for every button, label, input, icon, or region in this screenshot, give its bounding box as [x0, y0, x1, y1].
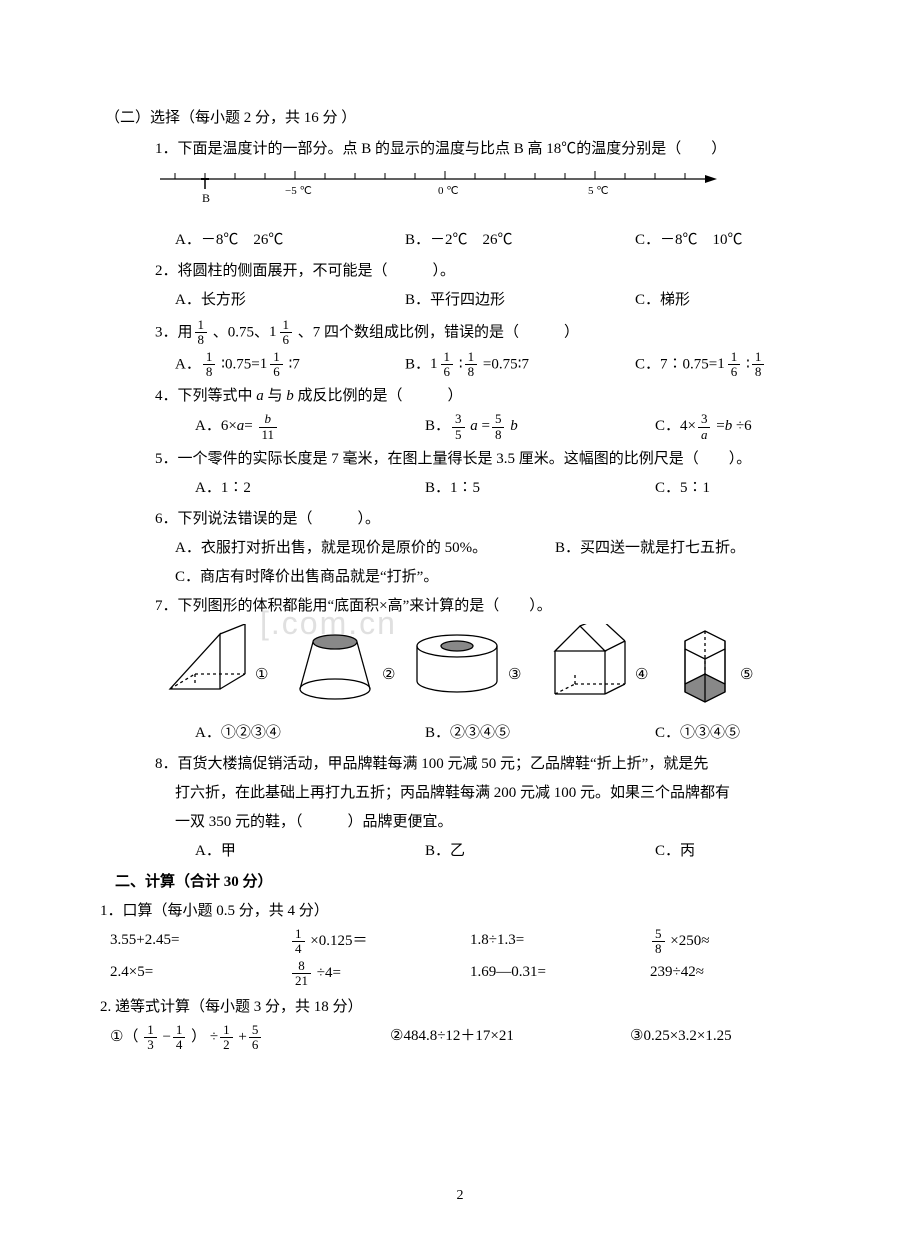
calc-r1c4: 58 ×250≈ — [650, 927, 830, 957]
calc-r2c3: 1.69—0.31= — [470, 959, 650, 989]
calc-p2-title: 2. 递等式计算（每小题 3 分，共 18 分） — [100, 994, 825, 1021]
q1-choices: A．－8℃ 26℃ B．－2℃ 26℃ C．－8℃ 10℃ — [100, 227, 825, 254]
calc-row1: 3.55+2.45= 14 ×0.125＝ 1.8÷1.3= 58 ×250≈ — [100, 927, 825, 957]
q3-mid1: 、0.75、 — [209, 324, 269, 340]
q2-stem: 2．将圆柱的侧面展开，不可能是（ ）。 — [100, 258, 825, 285]
q3-A: A．18 ∶0.75=116 ∶7 — [175, 350, 405, 380]
q8-line2: 打六折，在此基础上再打九五折；丙品牌鞋每满 200 元减 100 元。如果三个品… — [100, 780, 825, 807]
q7-stem: 7．下列图形的体积都能用“底面积×高”来计算的是（ ）。 — [100, 593, 825, 620]
q7-B: B．②③④⑤ — [425, 720, 655, 747]
q2-B: B．平行四边形 — [405, 287, 635, 314]
q4-stem: 4．下列等式中 a 与 b 成反比例的是（ ） — [100, 383, 825, 410]
calc-row2: 2.4×5= 821 ÷4= 1.69—0.31= 239÷42≈ — [100, 959, 825, 989]
q3-f2: 116 — [269, 318, 294, 348]
q1-stem: 1．下面是温度计的一部分。点 B 的显示的温度与比点 B 高 18℃的温度分别是… — [100, 136, 825, 163]
q1-A: A．－8℃ 26℃ — [175, 227, 405, 254]
section2-title: （二）选择（每小题 2 分，共 16 分 ） — [100, 105, 825, 132]
calc-title: 二、计算（合计 30 分） — [100, 869, 825, 896]
q8-C: C．丙 — [655, 838, 825, 865]
svg-text:②: ② — [382, 667, 395, 683]
svg-text:④: ④ — [635, 667, 648, 683]
q1-numberline: −5 ℃ 0 ℃ 5 ℃ B — [160, 169, 825, 221]
q4-C: C．4×3a =b ÷6 — [655, 412, 825, 442]
svg-text:−5 ℃: −5 ℃ — [285, 185, 312, 197]
q3-C: C．7∶0.75=116 ∶18 — [635, 350, 825, 380]
page-number: 2 — [457, 1183, 464, 1208]
q5-choices: A．1∶2 B．1∶5 C．5∶1 — [100, 475, 825, 502]
q2-A: A．长方形 — [175, 287, 405, 314]
q8-A: A．甲 — [195, 838, 425, 865]
q5-B: B．1∶5 — [425, 475, 655, 502]
q2-C: C．梯形 — [635, 287, 825, 314]
svg-text:5 ℃: 5 ℃ — [588, 185, 609, 197]
q6-B: B．买四送一就是打七五折。 — [555, 535, 745, 562]
calc-eq2: ②484.8÷12＋17×21 — [390, 1023, 630, 1053]
calc-eqrow: ①（ 13 −14 ） ÷12 +56 ②484.8÷12＋17×21 ③0.2… — [100, 1023, 825, 1053]
calc-r1c3: 1.8÷1.3= — [470, 927, 650, 957]
q7-C: C．①③④⑤ — [655, 720, 825, 747]
calc-r1c1: 3.55+2.45= — [110, 927, 290, 957]
q4-A: A．6×a= b11 — [195, 412, 425, 442]
svg-text:③: ③ — [508, 667, 521, 683]
q6-stem: 6．下列说法错误的是（ ）。 — [100, 506, 825, 533]
q8-line1: 8．百货大楼搞促销活动，甲品牌鞋每满 100 元减 50 元；乙品牌鞋“折上折”… — [100, 751, 825, 778]
q5-stem: 5．一个零件的实际长度是 7 毫米，在图上量得长是 3.5 厘米。这幅图的比例尺… — [100, 446, 825, 473]
calc-eq1: ①（ 13 −14 ） ÷12 +56 — [110, 1023, 390, 1053]
q1-C: C．－8℃ 10℃ — [635, 227, 825, 254]
calc-r2c1: 2.4×5= — [110, 959, 290, 989]
q6-row1: A．衣服打对折出售，就是现价是原价的 50%。 B．买四送一就是打七五折。 — [100, 535, 825, 562]
q8-choices: A．甲 B．乙 C．丙 — [100, 838, 825, 865]
svg-text:B: B — [202, 191, 210, 205]
q3-B: B．116 ∶18 =0.75∶7 — [405, 350, 635, 380]
q7-choices: A．①②③④ B．②③④⑤ C．①③④⑤ — [100, 720, 825, 747]
q7-A: A．①②③④ — [195, 720, 425, 747]
svg-text:⑤: ⑤ — [740, 667, 753, 683]
q6-A: A．衣服打对折出售，就是现价是原价的 50%。 — [175, 535, 555, 562]
q2-choices: A．长方形 B．平行四边形 C．梯形 — [100, 287, 825, 314]
q5-A: A．1∶2 — [195, 475, 425, 502]
q8-line3: 一双 350 元的鞋，（ ）品牌更便宜。 — [100, 809, 825, 836]
q3-f1: 18 — [195, 318, 208, 348]
svg-text:0 ℃: 0 ℃ — [438, 185, 459, 197]
q8-B: B．乙 — [425, 838, 655, 865]
q7-shapes: ① ② ③ ④ ⑤ — [160, 624, 825, 716]
q4-B: B．35 a =58 b — [425, 412, 655, 442]
q3-mid2: 、7 四个数组成比例，错误的是（ ） — [294, 324, 579, 340]
q3-pre: 3．用 — [155, 324, 193, 340]
svg-text:①: ① — [255, 667, 268, 683]
calc-r2c2: 821 ÷4= — [290, 959, 470, 989]
calc-r2c4: 239÷42≈ — [650, 959, 830, 989]
q3-stem: 3．用18 、0.75、116 、7 四个数组成比例，错误的是（ ） — [100, 318, 825, 348]
q1-B: B．－2℃ 26℃ — [405, 227, 635, 254]
q3-choices: A．18 ∶0.75=116 ∶7 B．116 ∶18 =0.75∶7 C．7∶… — [100, 350, 825, 380]
calc-p1-title: 1．口算（每小题 0.5 分，共 4 分） — [100, 898, 825, 925]
q4-choices: A．6×a= b11 B．35 a =58 b C．4×3a =b ÷6 — [100, 412, 825, 442]
calc-r1c2: 14 ×0.125＝ — [290, 927, 470, 957]
q5-C: C．5∶1 — [655, 475, 825, 502]
calc-eq3: ③0.25×3.2×1.25 — [630, 1023, 825, 1053]
q6-C: C．商店有时降价出售商品就是“打折”。 — [100, 564, 825, 591]
